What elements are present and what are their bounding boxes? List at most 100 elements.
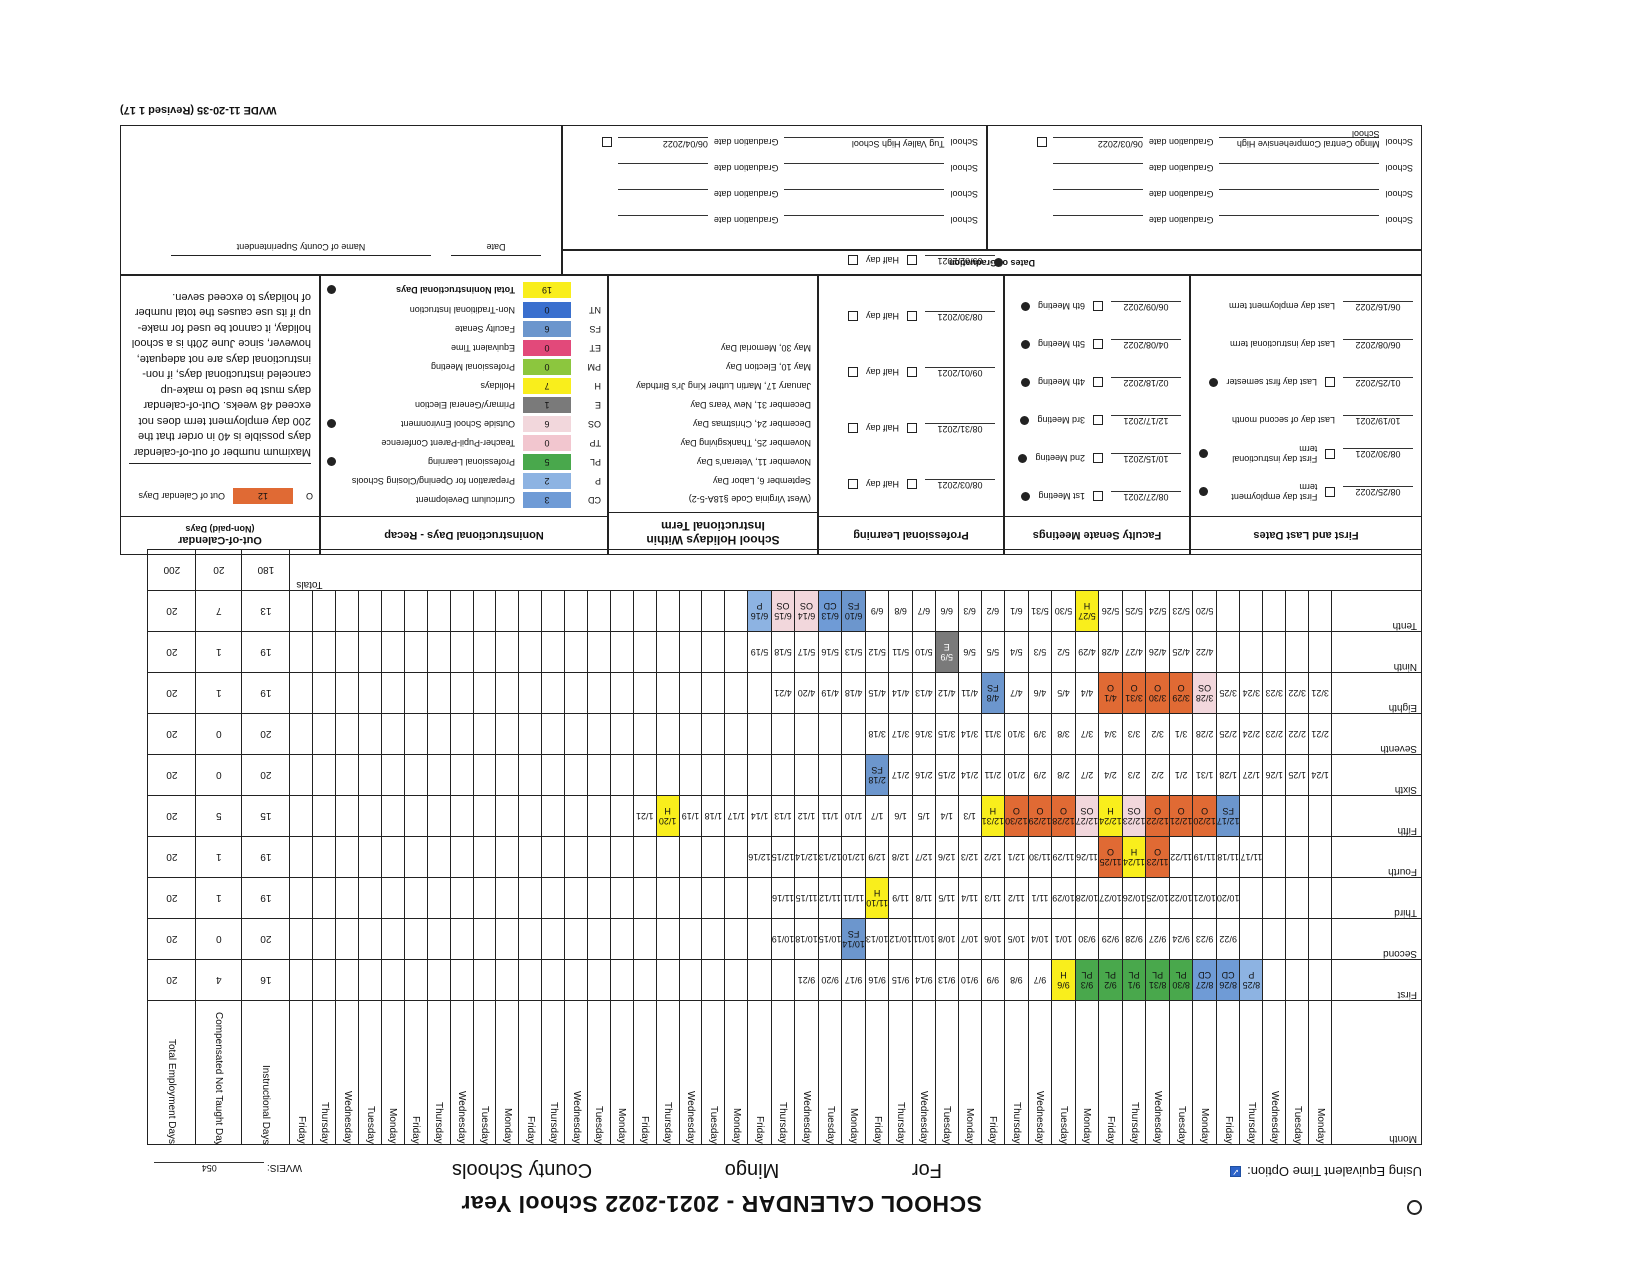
- day-cell-coded[interactable]: 8/26 CD: [1216, 959, 1240, 1001]
- day-cell[interactable]: 5/12: [865, 631, 889, 673]
- day-cell[interactable]: 3/7: [1075, 713, 1099, 755]
- day-cell[interactable]: [656, 672, 680, 714]
- day-cell[interactable]: 11/11: [841, 877, 866, 919]
- day-cell[interactable]: 9/7: [1028, 959, 1052, 1001]
- day-cell[interactable]: [473, 754, 496, 796]
- day-cell[interactable]: [473, 918, 496, 960]
- day-cell[interactable]: [1285, 959, 1309, 1001]
- day-cell[interactable]: [724, 590, 748, 632]
- day-cell[interactable]: 2/23: [1262, 713, 1286, 755]
- day-cell[interactable]: 12/15: [771, 836, 795, 878]
- day-cell[interactable]: 3/16: [912, 713, 936, 755]
- day-cell[interactable]: 1/10: [841, 795, 866, 837]
- day-cell[interactable]: 2/25: [1216, 713, 1240, 755]
- graduation-date-field[interactable]: [617, 163, 708, 175]
- day-cell[interactable]: [427, 713, 451, 755]
- day-cell[interactable]: [564, 918, 588, 960]
- day-cell-coded[interactable]: 12/24 H: [1098, 795, 1123, 837]
- day-cell[interactable]: [656, 754, 680, 796]
- day-cell[interactable]: [358, 836, 382, 878]
- day-cell[interactable]: 5/13: [841, 631, 866, 673]
- day-cell[interactable]: [610, 754, 634, 796]
- school-name-field[interactable]: [1219, 163, 1380, 175]
- day-cell[interactable]: 12/9: [865, 836, 889, 878]
- day-cell[interactable]: [335, 590, 359, 632]
- day-cell[interactable]: [771, 959, 795, 1001]
- day-cell[interactable]: [381, 836, 405, 878]
- day-cell[interactable]: [1239, 877, 1263, 919]
- day-cell[interactable]: [747, 713, 772, 755]
- day-cell[interactable]: [404, 631, 428, 673]
- day-cell[interactable]: [289, 836, 313, 878]
- day-cell[interactable]: [335, 877, 359, 919]
- day-cell[interactable]: 10/15: [818, 918, 842, 960]
- day-cell[interactable]: [1262, 877, 1286, 919]
- day-cell[interactable]: [381, 754, 405, 796]
- day-cell[interactable]: 10/21: [1192, 877, 1217, 919]
- day-cell[interactable]: [587, 918, 611, 960]
- day-cell[interactable]: 1/28: [1216, 754, 1240, 796]
- day-cell[interactable]: [358, 754, 382, 796]
- day-cell[interactable]: [1285, 631, 1309, 673]
- day-cell[interactable]: [289, 754, 313, 796]
- day-cell[interactable]: [656, 877, 680, 919]
- day-cell[interactable]: [841, 713, 866, 755]
- day-cell[interactable]: 10/27: [1098, 877, 1123, 919]
- day-cell[interactable]: [701, 918, 725, 960]
- day-cell-coded[interactable]: 12/22 O: [1145, 795, 1170, 837]
- day-cell[interactable]: 12/3: [958, 836, 982, 878]
- day-cell[interactable]: [1239, 795, 1263, 837]
- day-cell[interactable]: [289, 672, 313, 714]
- day-cell[interactable]: [312, 918, 336, 960]
- day-cell[interactable]: 6/2: [981, 590, 1005, 632]
- professional-learning-date[interactable]: 09/01/2021: [925, 367, 995, 378]
- day-cell[interactable]: [587, 672, 611, 714]
- day-cell[interactable]: 10/29: [1051, 877, 1076, 919]
- day-cell[interactable]: 4/7: [1004, 672, 1029, 714]
- day-cell[interactable]: [610, 590, 634, 632]
- day-cell[interactable]: [427, 918, 451, 960]
- half-day-checkbox-icon[interactable]: [847, 311, 858, 322]
- day-cell[interactable]: [564, 754, 588, 796]
- day-cell-coded[interactable]: 5/27 H: [1075, 590, 1099, 632]
- day-cell[interactable]: [679, 918, 702, 960]
- day-cell[interactable]: [747, 959, 772, 1001]
- day-cell[interactable]: [771, 754, 795, 796]
- day-cell[interactable]: [518, 631, 542, 673]
- half-day-checkbox-icon[interactable]: [847, 423, 858, 434]
- day-cell[interactable]: [610, 795, 634, 837]
- day-cell[interactable]: [587, 590, 611, 632]
- day-cell[interactable]: [841, 754, 866, 796]
- day-cell[interactable]: [679, 590, 702, 632]
- day-cell[interactable]: 9/24: [1169, 918, 1193, 960]
- graduation-date-field[interactable]: 06/04/2022: [617, 137, 708, 149]
- day-cell[interactable]: [1262, 918, 1286, 960]
- day-cell-coded[interactable]: 11/10 H: [865, 877, 889, 919]
- day-cell-coded[interactable]: 12/17 FS: [1216, 795, 1240, 837]
- day-cell[interactable]: 10/8: [935, 918, 959, 960]
- day-cell[interactable]: [518, 918, 542, 960]
- day-cell[interactable]: [1239, 631, 1263, 673]
- day-cell[interactable]: [610, 836, 634, 878]
- day-cell[interactable]: 6/7: [912, 590, 936, 632]
- day-cell[interactable]: 5/23: [1169, 590, 1193, 632]
- day-cell[interactable]: [633, 877, 657, 919]
- day-cell[interactable]: [771, 713, 795, 755]
- day-cell[interactable]: 4/14: [888, 672, 913, 714]
- day-cell[interactable]: 12/7: [912, 836, 936, 878]
- day-cell[interactable]: [495, 631, 519, 673]
- day-cell[interactable]: 1/18: [701, 795, 725, 837]
- day-cell[interactable]: [358, 918, 382, 960]
- day-cell[interactable]: [312, 877, 336, 919]
- day-cell[interactable]: 3/22: [1285, 672, 1309, 714]
- day-cell[interactable]: [358, 590, 382, 632]
- day-cell[interactable]: [335, 918, 359, 960]
- day-cell[interactable]: 2/3: [1122, 754, 1146, 796]
- day-cell[interactable]: [427, 754, 451, 796]
- day-cell[interactable]: [747, 754, 772, 796]
- day-cell[interactable]: [1308, 590, 1332, 632]
- day-cell[interactable]: [587, 795, 611, 837]
- day-cell[interactable]: 5/3: [1028, 631, 1052, 673]
- day-cell[interactable]: 6/1: [1004, 590, 1029, 632]
- day-cell[interactable]: [610, 918, 634, 960]
